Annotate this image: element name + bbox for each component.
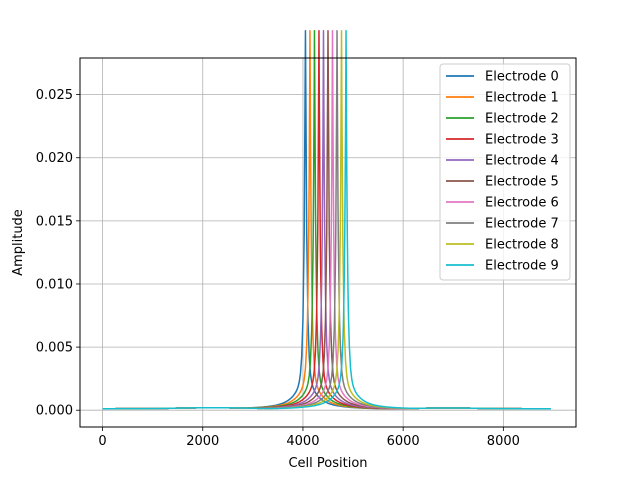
axes-frame: [79, 57, 577, 428]
y-axis-label: Amplitude: [11, 209, 26, 276]
legend-label: Electrode 0: [485, 70, 559, 85]
x-tick-label: 2000: [186, 434, 219, 449]
y-tick-label: 0.020: [36, 151, 73, 166]
y-tick-label: 0.005: [36, 341, 73, 356]
legend-label: Electrode 6: [485, 196, 559, 211]
y-axis-ticks: 0.000 0.005 0.010 0.015 0.020 0.025: [36, 88, 80, 419]
x-axis-ticks: 0 2000 4000 6000 8000: [98, 427, 520, 449]
legend-label: Electrode 4: [485, 154, 559, 169]
legend: Electrode 0 Electrode 1 Electrode 2 Electro…: [439, 63, 571, 281]
legend-label: Electrode 5: [485, 175, 559, 190]
x-axis-label: Cell Position: [288, 456, 367, 471]
series-line-9: [102, 29, 551, 410]
legend-label: Electrode 2: [485, 112, 559, 127]
series-lines: [102, 29, 551, 410]
x-tick-label: 4000: [286, 434, 319, 449]
legend-label: Electrode 9: [485, 259, 559, 274]
legend-label: Electrode 7: [485, 217, 559, 232]
y-tick-label: 0.010: [36, 277, 73, 292]
legend-label: Electrode 8: [485, 238, 559, 253]
x-tick-label: 0: [98, 434, 106, 449]
x-tick-label: 8000: [487, 434, 520, 449]
y-tick-label: 0.025: [36, 88, 73, 103]
y-tick-label: 0.015: [36, 214, 73, 229]
x-tick-label: 6000: [387, 434, 420, 449]
legend-label: Electrode 1: [485, 91, 559, 106]
legend-label: Electrode 3: [485, 133, 559, 148]
y-tick-label: 0.000: [36, 404, 73, 419]
